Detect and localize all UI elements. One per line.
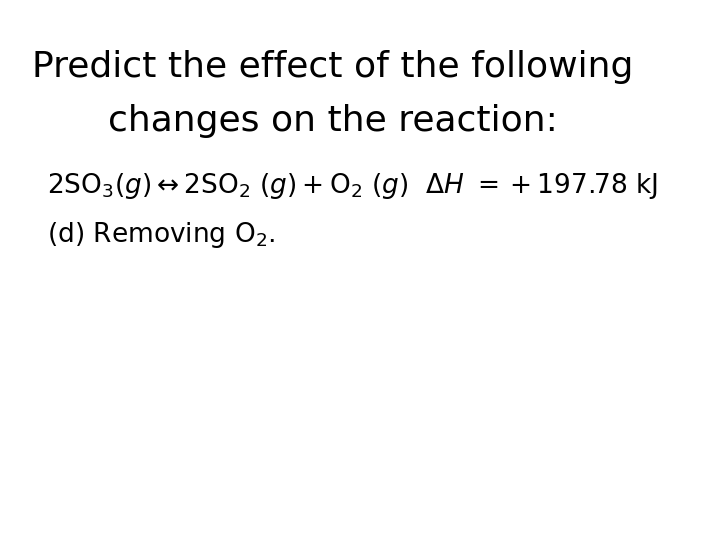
Text: changes on the reaction:: changes on the reaction: xyxy=(108,105,558,138)
Text: Predict the effect of the following: Predict the effect of the following xyxy=(32,51,634,84)
Text: $\mathrm{(d)\ Removing\ O_2.}$: $\mathrm{(d)\ Removing\ O_2.}$ xyxy=(47,220,275,250)
Text: $\mathrm{2SO_3(}$$\mathit{g}$$\mathrm{) \leftrightarrow 2SO_2\ (}$$\mathit{g}$$\: $\mathrm{2SO_3(}$$\mathit{g}$$\mathrm{) … xyxy=(47,171,658,201)
